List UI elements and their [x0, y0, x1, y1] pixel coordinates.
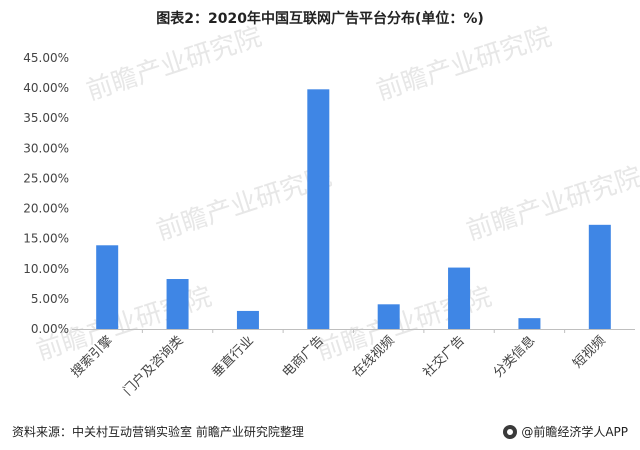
- y-tick-label: 15.00%: [23, 232, 69, 246]
- bar: [96, 245, 119, 329]
- bar: [236, 310, 259, 329]
- y-tick-label: 10.00%: [23, 262, 69, 276]
- y-tick-label: 45.00%: [23, 51, 69, 65]
- bar: [588, 224, 611, 329]
- bar: [166, 279, 189, 329]
- watermark-text: 前瞻产业研究院: [83, 22, 265, 107]
- x-tick-label: 短视频: [570, 333, 608, 371]
- bar: [377, 304, 400, 329]
- y-tick-label: 25.00%: [23, 171, 69, 185]
- y-tick-label: 20.00%: [23, 202, 69, 216]
- bars: [96, 89, 611, 329]
- y-tick-label: 30.00%: [23, 141, 69, 155]
- y-tick-label: 40.00%: [23, 81, 69, 95]
- footer-source: 资料来源：中关村互动营销实验室 前瞻产业研究院整理: [12, 425, 304, 439]
- watermark-text: 前瞻产业研究院: [373, 22, 555, 107]
- y-tick-label: 5.00%: [31, 292, 69, 306]
- footer-brand: @前瞻经济学人APP: [503, 423, 628, 440]
- chart-title: 图表2：2020年中国互联网广告平台分布(单位：%): [156, 11, 484, 27]
- x-tick-label: 分类信息: [490, 333, 538, 381]
- axes: 0.00% 5.00% 10.00% 15.00% 20.00% 25.00% 30.00%…: [23, 51, 635, 336]
- bar: [307, 89, 330, 329]
- brand-logo-icon: [503, 424, 518, 439]
- x-tick-label: 门户及咨询类: [120, 333, 186, 399]
- x-tick-label: 社交广告: [420, 333, 468, 381]
- footer-brand-text: @前瞻经济学人APP: [521, 425, 628, 439]
- x-tick-label: 垂直行业: [209, 333, 256, 380]
- watermark-text: 前瞻产业研究院: [463, 162, 640, 247]
- y-tick-label: 0.00%: [31, 322, 69, 336]
- bar: [448, 267, 471, 329]
- bar: [518, 318, 541, 329]
- y-tick-label: 35.00%: [23, 111, 69, 125]
